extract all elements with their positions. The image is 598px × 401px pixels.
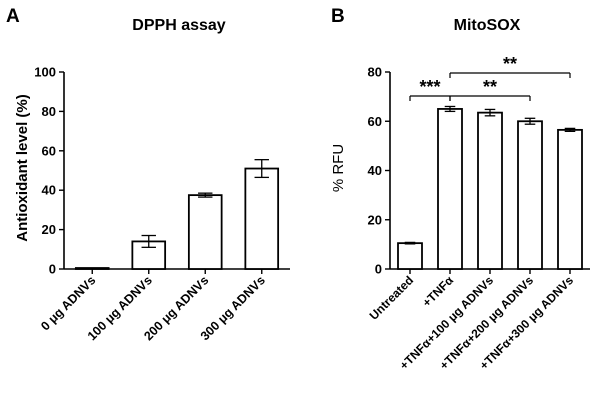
panel-b-category-label: +TNFα (420, 273, 457, 310)
panel-a-y-tick-label: 60 (42, 143, 56, 158)
panel-a: A DPPH assay Antioxidant level (%) 0 20 40… (6, 6, 290, 343)
panel-b-y-axis-label: % RFU (330, 144, 347, 192)
significance-label: ** (503, 54, 517, 74)
panel-a-category-label: 0 μg ADNVs (38, 273, 98, 333)
panel-b-bar (397, 242, 423, 270)
panel-b-y-tick-label: 0 (375, 262, 382, 277)
panel-b-y-tick-label: 40 (368, 163, 382, 178)
panel-b-bar (477, 111, 503, 270)
panel-a-y-tick-label: 80 (42, 104, 56, 119)
panel-b-bar (557, 128, 583, 270)
panel-b-y-tick-label: 80 (368, 65, 382, 80)
significance-label: *** (419, 77, 440, 97)
panel-a-letter: A (6, 6, 20, 27)
panel-b-letter: B (331, 6, 345, 27)
panel-b-bar (437, 108, 463, 270)
panel-a-bar (187, 194, 223, 270)
significance-label: ** (483, 77, 497, 97)
panel-a-y-axis-label: Antioxidant level (%) (14, 94, 31, 242)
panel-a-y-tick-label: 100 (34, 65, 56, 80)
panel-b-title: MitoSOX (454, 17, 521, 34)
panel-a-y-tick-label: 20 (42, 222, 56, 237)
panel-a-y-tick-label: 40 (42, 183, 56, 198)
panel-b-y-tick-label: 60 (368, 114, 382, 129)
panel-a-y-tick-label: 0 (49, 262, 56, 277)
panel-b-category-label: Untreated (367, 273, 417, 323)
panel-a-title: DPPH assay (132, 17, 225, 34)
panel-b-bar (517, 120, 543, 270)
panel-a-bar (74, 267, 110, 270)
panel-a-bar (244, 167, 280, 270)
panel-b-y-tick-label: 20 (368, 212, 382, 227)
